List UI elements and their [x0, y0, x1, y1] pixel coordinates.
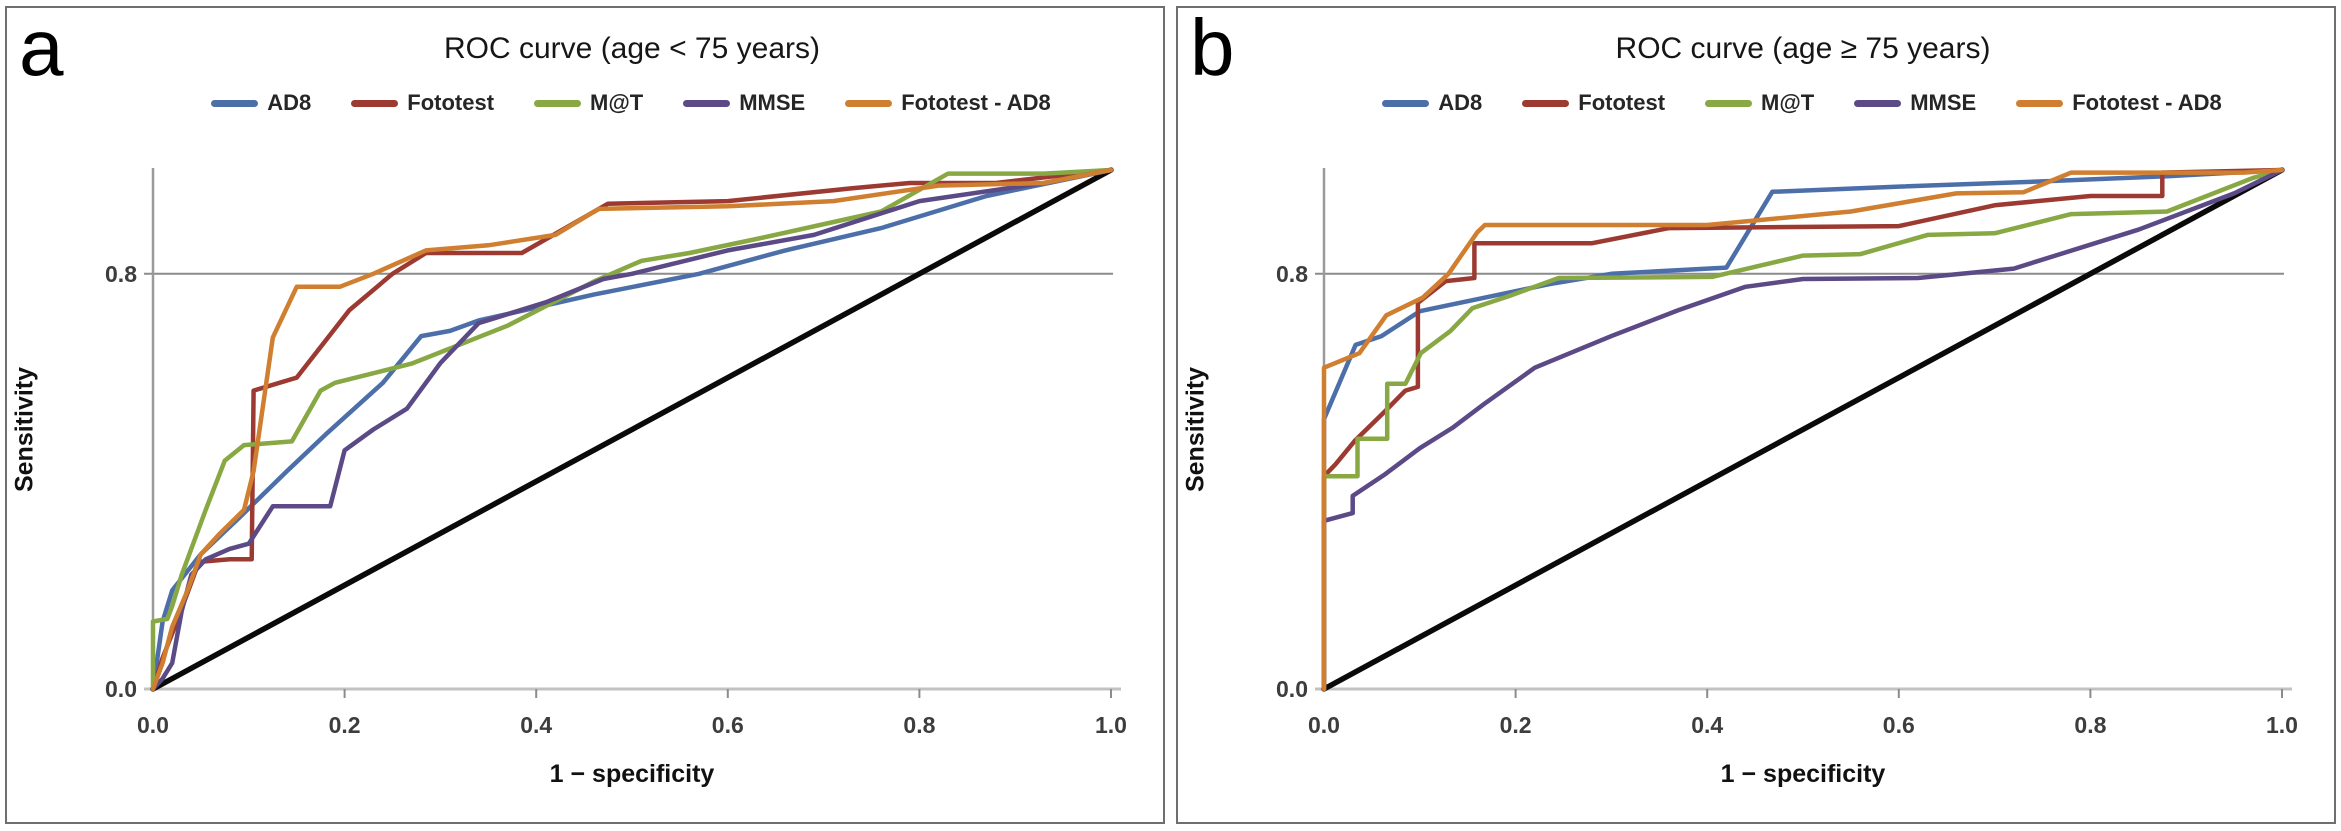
legend-line-swatch — [351, 99, 399, 107]
legend-line-swatch — [845, 99, 893, 107]
y-axis-label-a: Sensitivity — [10, 366, 39, 493]
legend-item-ad8: AD8 — [1382, 90, 1482, 116]
legend-b: AD8 Fototest M@T MMSE Fototest - AD8 — [1318, 88, 2286, 118]
legend-item-m-t: M@T — [1705, 90, 1814, 116]
legend-line-swatch — [1522, 99, 1570, 107]
legend-label: Fototest - AD8 — [901, 90, 1051, 115]
legend-item-fototest-ad8: Fototest - AD8 — [845, 90, 1051, 116]
legend-line-swatch — [1705, 99, 1753, 107]
roc-curve-fototest — [1321, 167, 2285, 692]
roc-curve-fototest-ad8 — [150, 167, 1114, 692]
legend-item-fototest: Fototest — [351, 90, 494, 116]
reference-diagonal-line — [150, 167, 1114, 692]
chart-title-b: ROC curve (age ≥ 75 years) — [1615, 32, 1991, 65]
roc-curve-m-t — [150, 167, 1114, 692]
legend-label: Fototest — [1578, 90, 1666, 115]
x-tick-label: 0.4 — [1691, 712, 1723, 738]
y-axis-label-b: Sensitivity — [1181, 366, 1210, 493]
x-axis-label-b: 1 − specificity — [1720, 760, 1886, 788]
panel-letter-b: b — [1190, 3, 1235, 92]
reference-diagonal-line — [1321, 167, 2285, 692]
y-tick-label: 0.0 — [1276, 676, 1308, 702]
y-tick-label: 0.0 — [105, 676, 137, 702]
legend-item-ad8: AD8 — [211, 90, 311, 116]
x-tick-label: 0.6 — [712, 712, 744, 738]
legend-a: AD8 Fototest M@T MMSE Fototest - AD8 — [147, 88, 1115, 118]
panel-b: 0.0 0.2 0.4 0.6 0.8 1.0 0.0 0.8 b ROC curve (ag… — [1176, 3, 2336, 824]
legend-label: AD8 — [1438, 90, 1483, 115]
legend-item-fototest: Fototest — [1522, 90, 1665, 116]
roc-plot-a: 0.0 0.2 0.4 0.6 0.8 1.0 0.0 0.8 — [105, 167, 1127, 738]
x-tick-label: 1.0 — [2266, 712, 2298, 738]
legend-line-swatch — [1854, 99, 1902, 107]
legend-label: M@T — [1761, 90, 1815, 115]
legend-label: Fototest — [407, 90, 495, 115]
x-tick-label: 1.0 — [1095, 712, 1127, 738]
legend-label: MMSE — [739, 90, 806, 115]
x-tick-label: 0.0 — [137, 712, 169, 738]
legend-line-swatch — [534, 99, 582, 107]
roc-curve-ad8 — [150, 167, 1114, 692]
x-tick-label: 0.8 — [2074, 712, 2106, 738]
panel-a: 0.0 0.2 0.4 0.6 0.8 1.0 0.0 0.8 a ROC curve (ag… — [5, 3, 1165, 824]
roc-curve-m-t — [1321, 167, 2285, 692]
legend-item-m-t: M@T — [534, 90, 643, 116]
legend-label: M@T — [590, 90, 644, 115]
y-tick-label: 0.8 — [1276, 261, 1308, 287]
legend-line-swatch — [683, 99, 731, 107]
roc-plot-b: 0.0 0.2 0.4 0.6 0.8 1.0 0.0 0.8 — [1276, 167, 2298, 738]
legend-line-swatch — [211, 99, 259, 107]
legend-item-mmse: MMSE — [683, 90, 805, 116]
y-tick-label: 0.8 — [105, 261, 137, 287]
chart-title-a: ROC curve (age < 75 years) — [444, 32, 820, 65]
x-tick-label: 0.2 — [1500, 712, 1532, 738]
legend-item-fototest-ad8: Fototest - AD8 — [2016, 90, 2222, 116]
legend-label: MMSE — [1910, 90, 1977, 115]
x-tick-label: 0.2 — [329, 712, 361, 738]
panel-letter-a: a — [19, 3, 64, 92]
x-tick-label: 0.6 — [1883, 712, 1915, 738]
x-tick-label: 0.4 — [520, 712, 552, 738]
x-tick-label: 0.8 — [903, 712, 935, 738]
legend-line-swatch — [2016, 99, 2064, 107]
legend-label: Fototest - AD8 — [2072, 90, 2222, 115]
x-tick-label: 0.0 — [1308, 712, 1340, 738]
roc-curve-fototest-ad8 — [1321, 167, 2285, 692]
legend-line-swatch — [1382, 99, 1430, 107]
legend-item-mmse: MMSE — [1854, 90, 1976, 116]
x-axis-label-a: 1 − specificity — [549, 760, 715, 788]
roc-curve-mmse — [1321, 167, 2285, 692]
legend-label: AD8 — [267, 90, 312, 115]
